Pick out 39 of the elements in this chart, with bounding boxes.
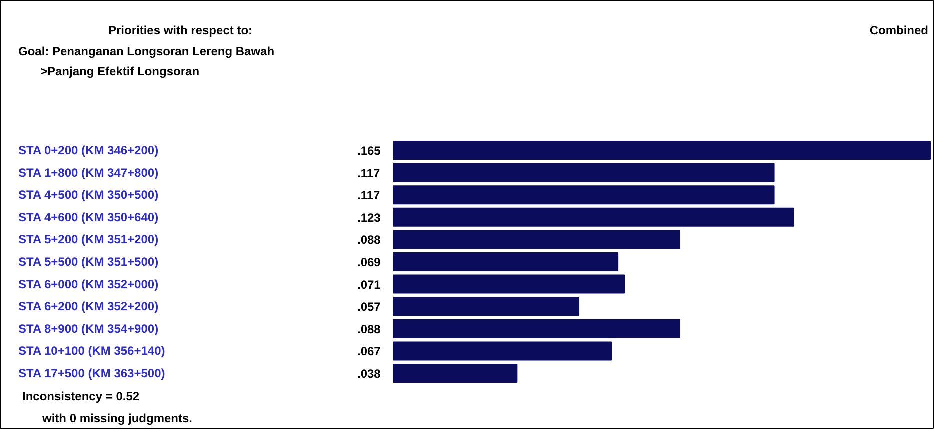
text: with 0 missing judgments. (42, 412, 193, 426)
data-label: .117 (358, 166, 381, 180)
text: Inconsistency = 0.52 (22, 390, 140, 404)
data-label: .069 (358, 256, 382, 270)
text: Goal: Penanganan Longsoran Lereng Bawah (18, 44, 275, 58)
y-tick-label: STA 17+500 (KM 363+500) (18, 366, 166, 380)
text: >Panjang Efektif Longsoran (40, 64, 200, 78)
data-label: .088 (358, 233, 382, 248)
text: Combined (870, 24, 929, 38)
y-tick-label: STA 4+500 (KM 350+500) (18, 188, 159, 202)
bar (393, 342, 612, 361)
bar (393, 297, 580, 316)
y-tick-label: STA 0+200 (KM 346+200) (18, 144, 159, 158)
data-label: .067 (358, 344, 382, 359)
y-tick-label: STA 1+800 (KM 347+800) (18, 166, 159, 180)
bar (393, 186, 775, 205)
y-tick-label: STA 5+200 (KM 351+200) (18, 232, 159, 247)
text: Priorities with respect to: (108, 24, 253, 38)
data-label: .057 (358, 300, 382, 314)
data-label: .165 (358, 144, 382, 158)
data-label: .071 (358, 278, 382, 292)
bar (393, 274, 626, 294)
data-label: .123 (358, 210, 382, 225)
bar (393, 364, 518, 383)
y-tick-label: STA 4+600 (KM 350+640) (18, 210, 159, 224)
bar (393, 230, 680, 250)
bar (393, 319, 680, 338)
bar (393, 163, 775, 182)
y-tick-label: STA 8+900 (KM 354+900) (18, 322, 159, 336)
y-tick-label: STA 5+500 (KM 351+500) (18, 255, 159, 269)
data-label: .117 (358, 188, 381, 203)
bar (393, 252, 619, 272)
bar (393, 141, 931, 160)
bar (393, 208, 794, 227)
y-tick-label: STA 10+100 (KM 356+140) (18, 344, 166, 358)
y-tick-label: STA 6+200 (KM 352+200) (18, 300, 159, 314)
data-label: .038 (358, 367, 382, 381)
data-label: .088 (358, 322, 382, 336)
y-tick-label: STA 6+000 (KM 352+000) (18, 277, 159, 292)
